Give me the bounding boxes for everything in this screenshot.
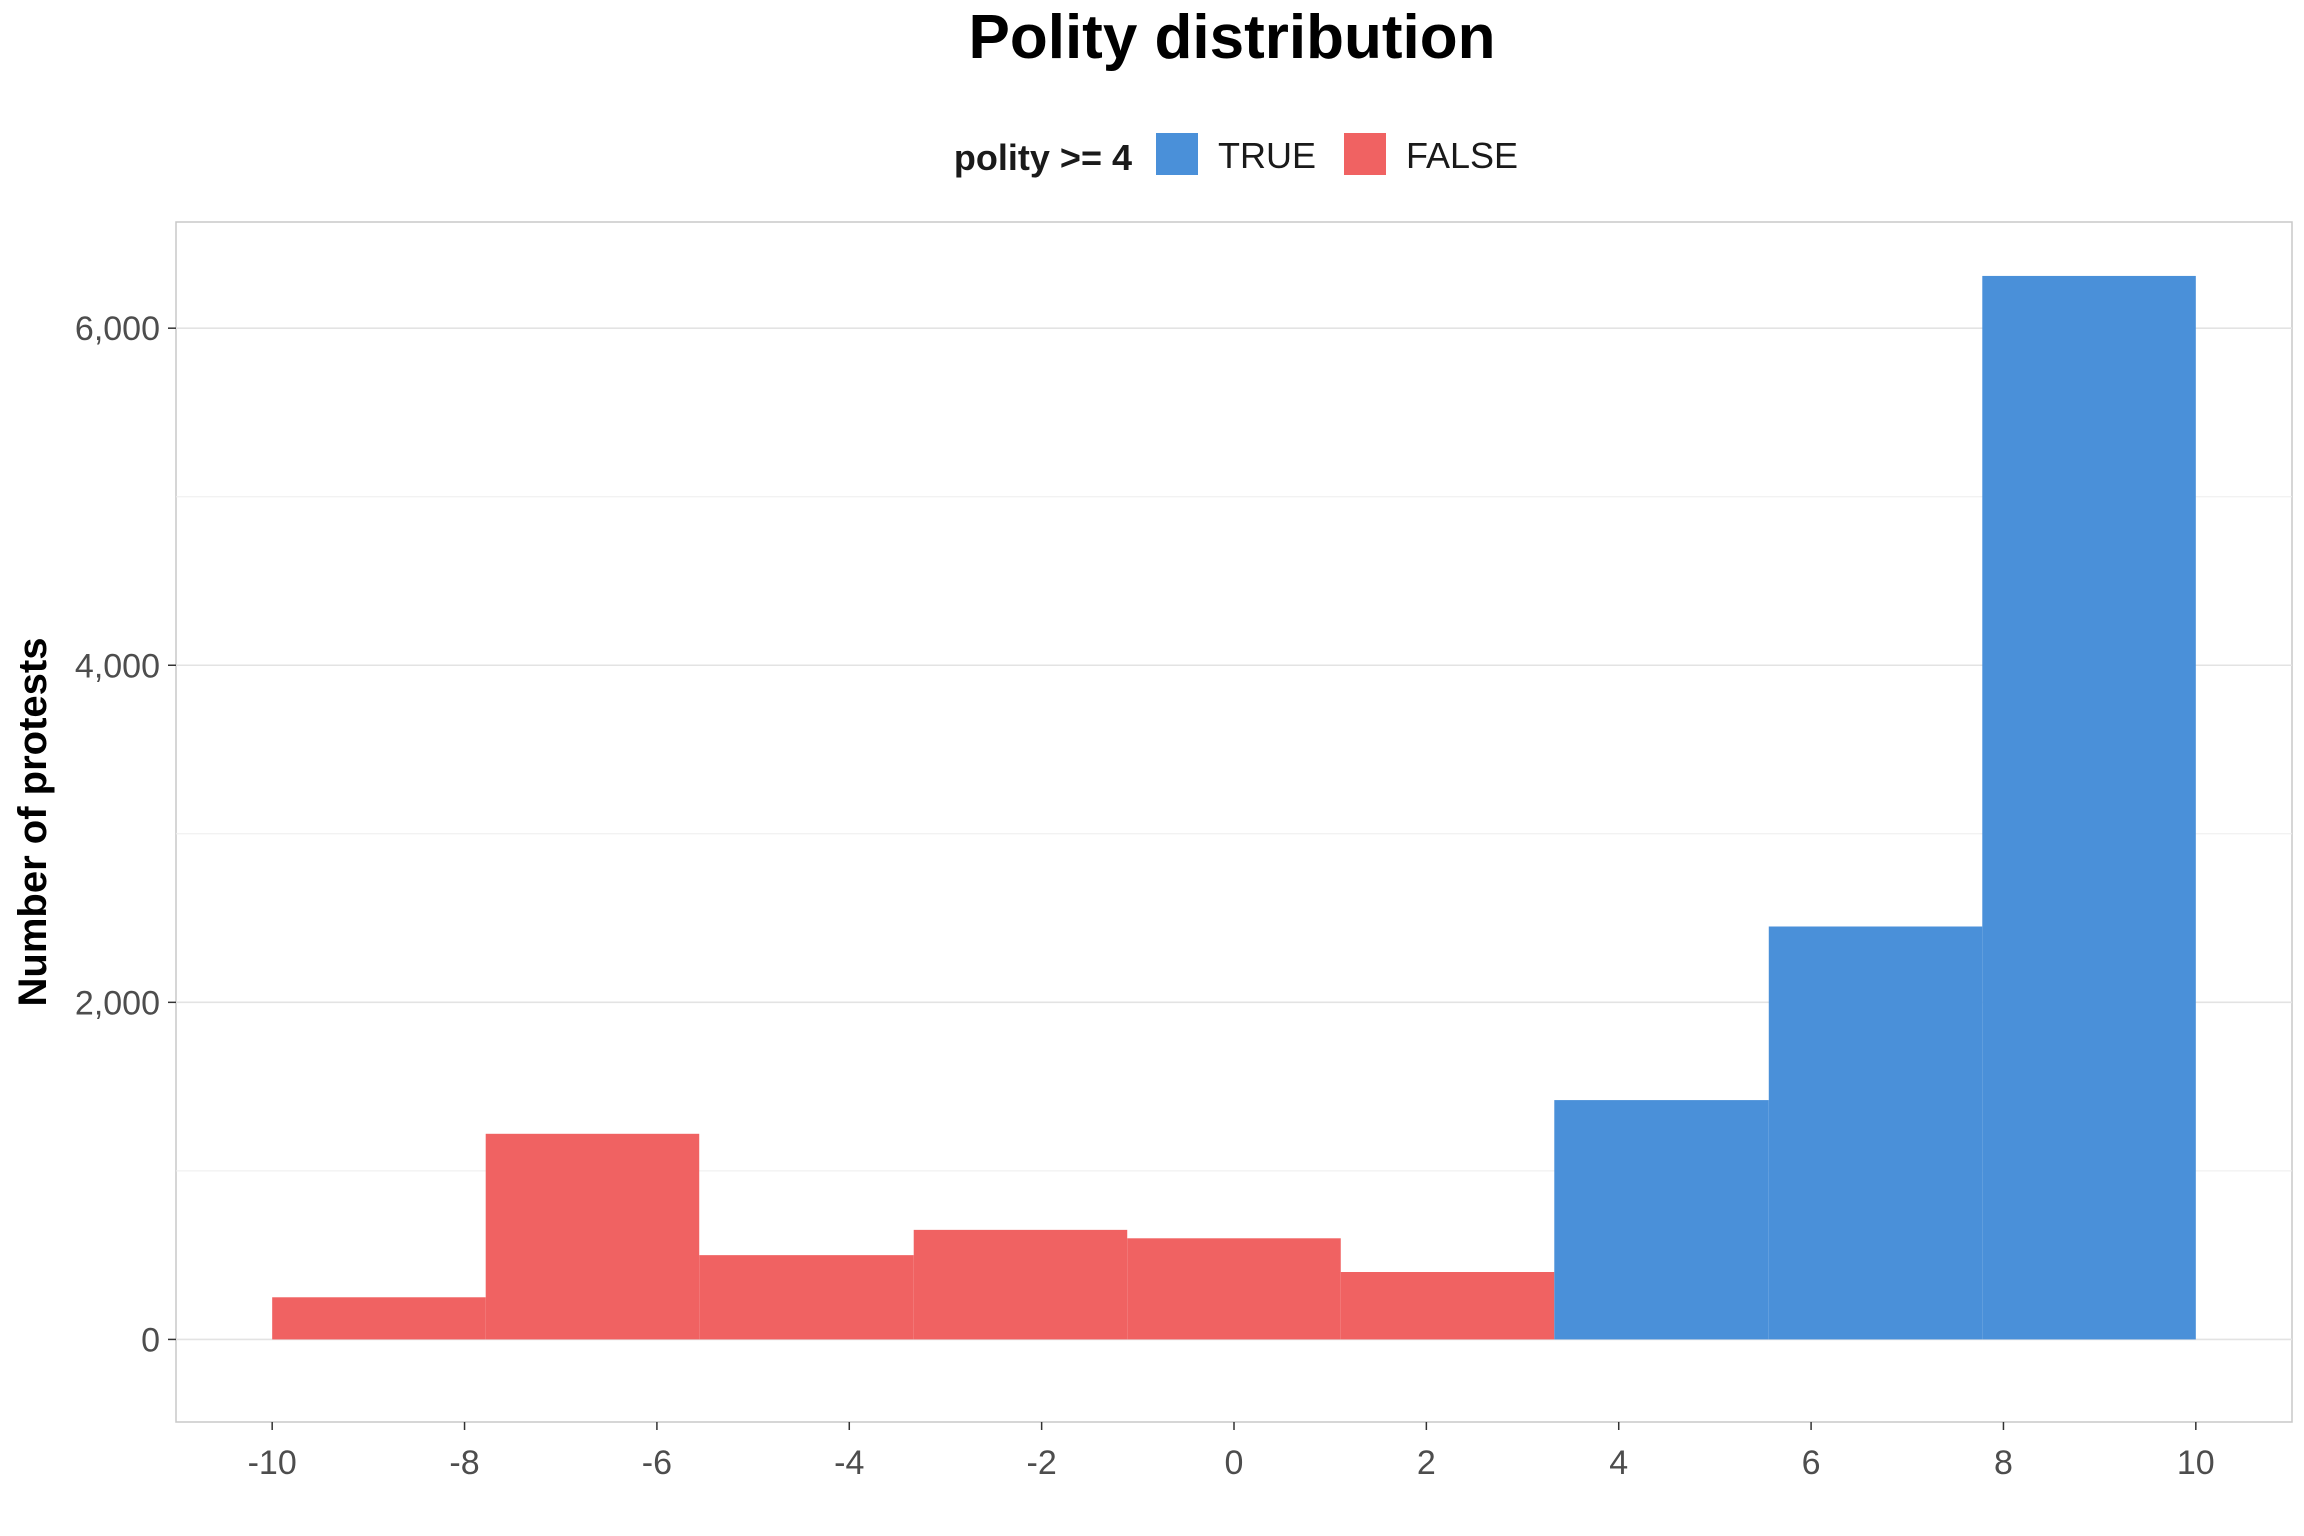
bars [272, 275, 2196, 1340]
histogram-bar-1 [485, 1133, 700, 1340]
y-tick-label-2: 4,000 [75, 647, 160, 685]
histogram-bar-5 [1340, 1272, 1555, 1340]
y-tick-label-1: 2,000 [75, 984, 160, 1022]
histogram-bar-2 [699, 1255, 914, 1340]
histogram-bar-0 [272, 1297, 486, 1340]
x-tick-label-10: 10 [2177, 1444, 2215, 1482]
y-axis-title: Number of protests [11, 638, 55, 1007]
legend-label-false: FALSE [1406, 135, 1518, 176]
x-tick-label-7: 4 [1609, 1444, 1628, 1482]
legend-key-true [1156, 133, 1198, 175]
legend-title: polity >= 4 [954, 137, 1132, 178]
x-tick-label-0: -10 [248, 1444, 297, 1482]
x-tick-label-3: -4 [834, 1444, 864, 1482]
legend: polity >= 4 TRUE FALSE [954, 133, 1518, 178]
histogram-bar-3 [913, 1229, 1128, 1340]
x-tick-label-9: 8 [1994, 1444, 2013, 1482]
histogram-bar-7 [1768, 926, 1983, 1340]
chart-title: Polity distribution [969, 3, 1496, 72]
x-tick-label-5: 0 [1225, 1444, 1244, 1482]
x-tick-label-2: -6 [642, 1444, 672, 1482]
histogram-bar-6 [1554, 1100, 1769, 1340]
legend-key-false [1344, 133, 1386, 175]
y-tick-label-0: 0 [141, 1321, 160, 1359]
y-tick-label-3: 6,000 [75, 310, 160, 348]
x-tick-label-6: 2 [1417, 1444, 1436, 1482]
y-axis: 0 2,000 4,000 6,000 [75, 310, 176, 1359]
x-tick-label-8: 6 [1802, 1444, 1821, 1482]
x-tick-label-4: -2 [1027, 1444, 1057, 1482]
histogram-bar-4 [1127, 1238, 1341, 1340]
legend-label-true: TRUE [1218, 135, 1316, 176]
x-tick-label-1: -8 [449, 1444, 479, 1482]
x-axis: -10 -8 -6 -4 -2 0 2 4 6 8 10 [248, 1422, 2215, 1482]
histogram-bar-8 [1982, 275, 2196, 1340]
